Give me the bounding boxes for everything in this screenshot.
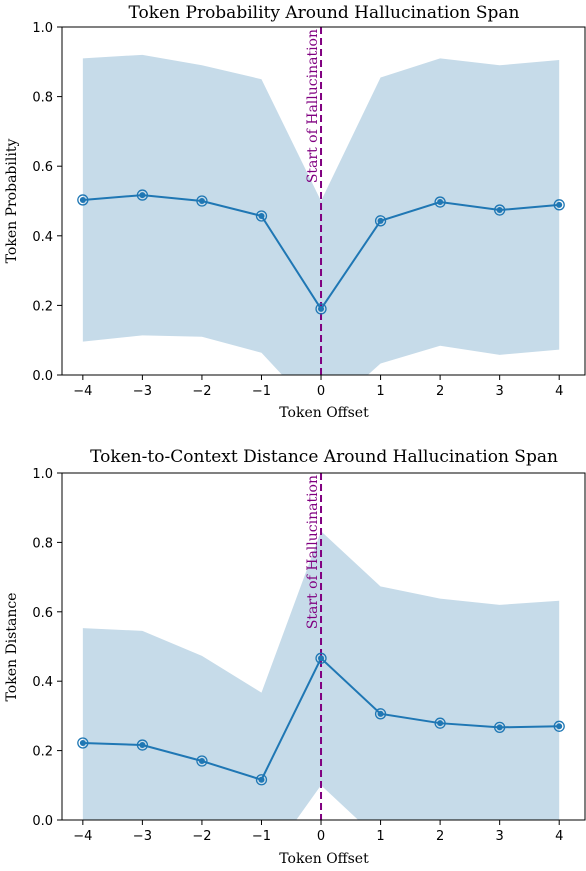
data-point-ring (315, 652, 327, 664)
x-tick-label: 4 (555, 384, 563, 399)
data-point (437, 199, 444, 206)
data-point (258, 776, 265, 783)
y-tick-label: 0.4 (32, 230, 53, 245)
data-point-ring (196, 195, 208, 207)
data-point-ring (434, 717, 446, 729)
data-point (556, 723, 563, 730)
data-point (496, 724, 503, 731)
y-tick-label: 0.6 (32, 606, 53, 621)
data-point (258, 212, 265, 219)
y-axis-label: Token Probability (4, 139, 20, 264)
data-point-ring (434, 196, 446, 208)
data-point (437, 720, 444, 727)
x-tick-label: 4 (555, 829, 563, 844)
data-point (496, 207, 503, 214)
x-tick-label: 1 (376, 829, 384, 844)
x-tick-label: 1 (376, 384, 384, 399)
data-point (198, 758, 205, 765)
data-point (79, 739, 86, 746)
data-point-ring (77, 737, 89, 749)
probability-chart: Token Probability Around Hallucination S… (4, 3, 586, 421)
y-tick-label: 0.8 (32, 536, 53, 551)
chart-title: Token-to-Context Distance Around Halluci… (90, 447, 558, 467)
y-axis-label: Token Distance (4, 593, 20, 702)
x-tick-label: −2 (192, 384, 211, 399)
x-tick-label: −2 (192, 829, 211, 844)
data-point-ring (374, 215, 387, 227)
hallucination-start-label: Start of Hallucination (305, 475, 321, 629)
data-point-ring (315, 303, 327, 315)
y-tick-label: 0.0 (32, 814, 53, 829)
y-tick-label: 0.6 (32, 160, 53, 175)
distance-chart: Token-to-Context Distance Around Halluci… (4, 447, 586, 867)
data-point-ring (77, 194, 89, 206)
data-point-ring (136, 189, 149, 201)
x-tick-label: 0 (317, 384, 325, 399)
data-point (79, 196, 86, 203)
x-tick-label: −1 (252, 829, 271, 844)
x-tick-label: −3 (133, 384, 152, 399)
y-tick-label: 0.2 (32, 745, 53, 760)
x-axis-label: Token Offset (279, 851, 369, 866)
x-tick-label: 3 (496, 384, 504, 399)
x-tick-label: 2 (436, 829, 444, 844)
data-point (377, 217, 384, 224)
plot-frame (61, 472, 586, 821)
y-tick-label: 1.0 (32, 21, 53, 36)
x-tick-label: 2 (436, 384, 444, 399)
x-tick-label: −1 (252, 384, 271, 399)
data-point-ring (255, 774, 268, 786)
data-point-ring (553, 199, 565, 211)
y-tick-label: 1.0 (32, 467, 53, 482)
data-point-ring (494, 721, 506, 734)
data-point-ring (553, 720, 565, 732)
chart-title: Token Probability Around Hallucination S… (129, 3, 520, 23)
y-tick-label: 0.0 (32, 369, 53, 384)
data-point-ring (494, 204, 506, 216)
x-tick-label: −4 (73, 384, 92, 399)
hallucination-start-label: Start of Hallucination (305, 29, 321, 183)
data-point (318, 305, 325, 312)
data-point (556, 201, 563, 208)
x-tick-label: 3 (496, 829, 504, 844)
data-point-ring (374, 708, 387, 720)
y-tick-label: 0.8 (32, 91, 53, 106)
x-tick-label: 0 (317, 829, 325, 844)
y-tick-label: 0.2 (32, 299, 53, 314)
y-tick-label: 0.4 (32, 675, 53, 690)
data-point (318, 655, 325, 662)
data-point-ring (196, 755, 208, 767)
data-point (198, 198, 205, 204)
x-axis-label: Token Offset (279, 405, 369, 421)
data-point (139, 192, 146, 199)
data-point-ring (136, 739, 149, 751)
data-point (139, 742, 146, 749)
data-point-ring (255, 210, 268, 222)
x-tick-label: −3 (133, 829, 152, 844)
x-tick-label: −4 (73, 829, 92, 844)
plot-frame (61, 26, 586, 376)
data-point (377, 710, 384, 717)
